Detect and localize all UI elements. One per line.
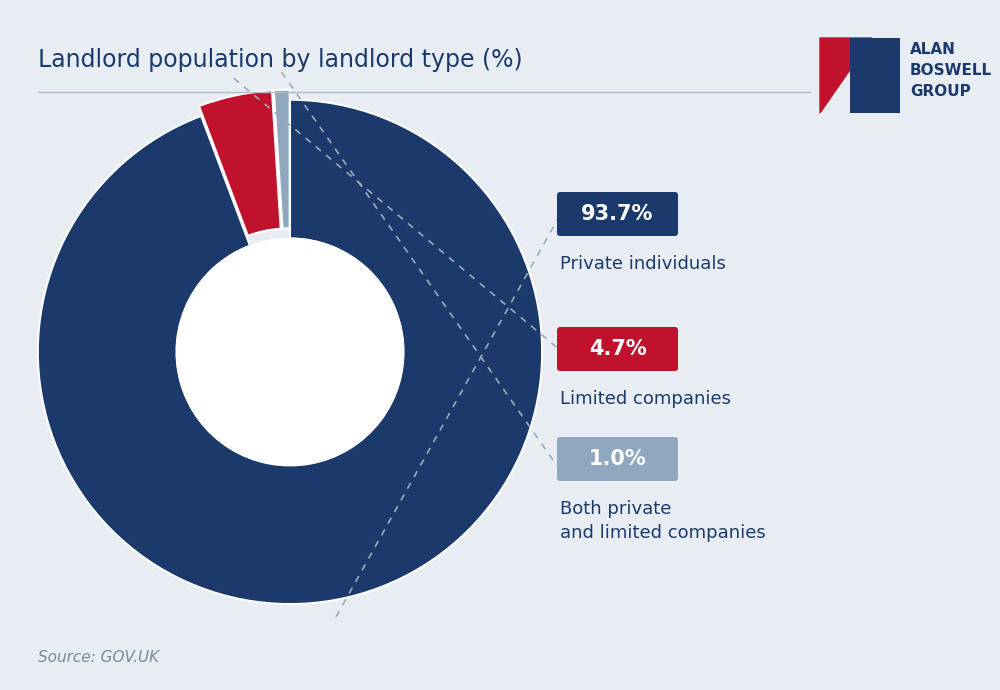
FancyBboxPatch shape: [557, 437, 678, 481]
FancyBboxPatch shape: [557, 192, 678, 236]
Text: 1.0%: 1.0%: [589, 449, 646, 469]
Text: Private individuals: Private individuals: [560, 255, 726, 273]
FancyBboxPatch shape: [557, 327, 678, 371]
Text: 4.7%: 4.7%: [589, 339, 646, 359]
Text: Source: GOV.UK: Source: GOV.UK: [38, 650, 159, 665]
Wedge shape: [199, 90, 281, 236]
Wedge shape: [38, 100, 542, 604]
Text: Both private
and limited companies: Both private and limited companies: [560, 500, 766, 542]
Text: ALAN
BOSWELL
GROUP: ALAN BOSWELL GROUP: [910, 42, 992, 99]
Text: Limited companies: Limited companies: [560, 390, 731, 408]
FancyBboxPatch shape: [850, 38, 900, 113]
Text: 93.7%: 93.7%: [581, 204, 654, 224]
Circle shape: [177, 239, 403, 465]
Wedge shape: [274, 90, 290, 228]
Text: Landlord population by landlord type (%): Landlord population by landlord type (%): [38, 48, 523, 72]
Polygon shape: [820, 38, 872, 113]
